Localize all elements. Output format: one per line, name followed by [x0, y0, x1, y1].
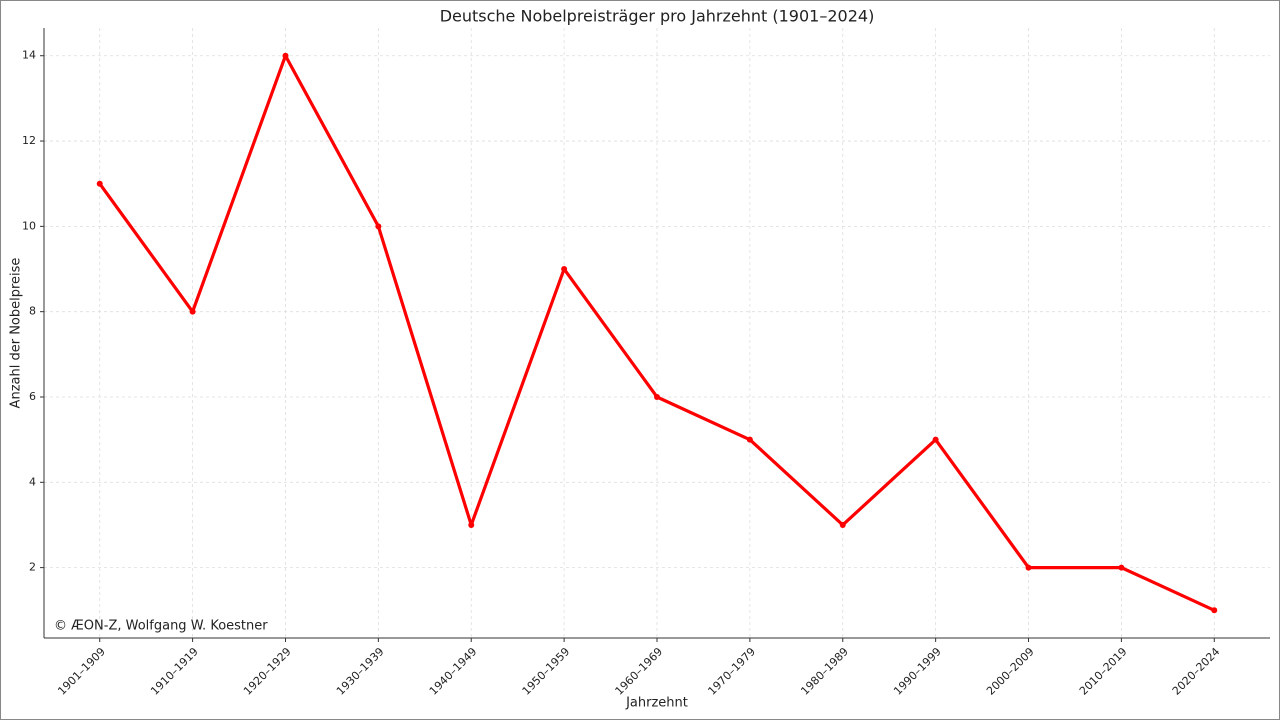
data-point — [1025, 564, 1032, 571]
y-tick-label: 8 — [29, 305, 36, 318]
data-point — [1211, 607, 1218, 614]
data-point — [468, 521, 475, 528]
data-point — [375, 223, 382, 230]
data-point — [282, 52, 289, 59]
data-point — [1118, 564, 1125, 571]
data-point — [561, 266, 568, 273]
x-axis-label: Jahrzehnt — [625, 696, 688, 711]
data-point — [96, 180, 103, 187]
data-point — [932, 436, 939, 443]
data-point — [839, 521, 846, 528]
annotation: © ÆON-Z, Wolfgang W. Koestner — [54, 619, 268, 634]
y-tick-label: 12 — [22, 134, 36, 147]
data-point — [746, 436, 753, 443]
y-tick-label: 10 — [22, 219, 36, 232]
y-tick-label: 2 — [29, 561, 36, 574]
y-tick-label: 14 — [22, 49, 36, 62]
y-axis-label: Anzahl der Nobelpreise — [9, 258, 24, 409]
data-point — [654, 393, 660, 400]
chart-title: Deutsche Nobelpreisträger pro Jahrzehnt … — [440, 7, 875, 26]
y-tick-label: 6 — [29, 390, 36, 403]
data-point — [189, 308, 196, 315]
y-tick-label: 4 — [29, 475, 36, 488]
